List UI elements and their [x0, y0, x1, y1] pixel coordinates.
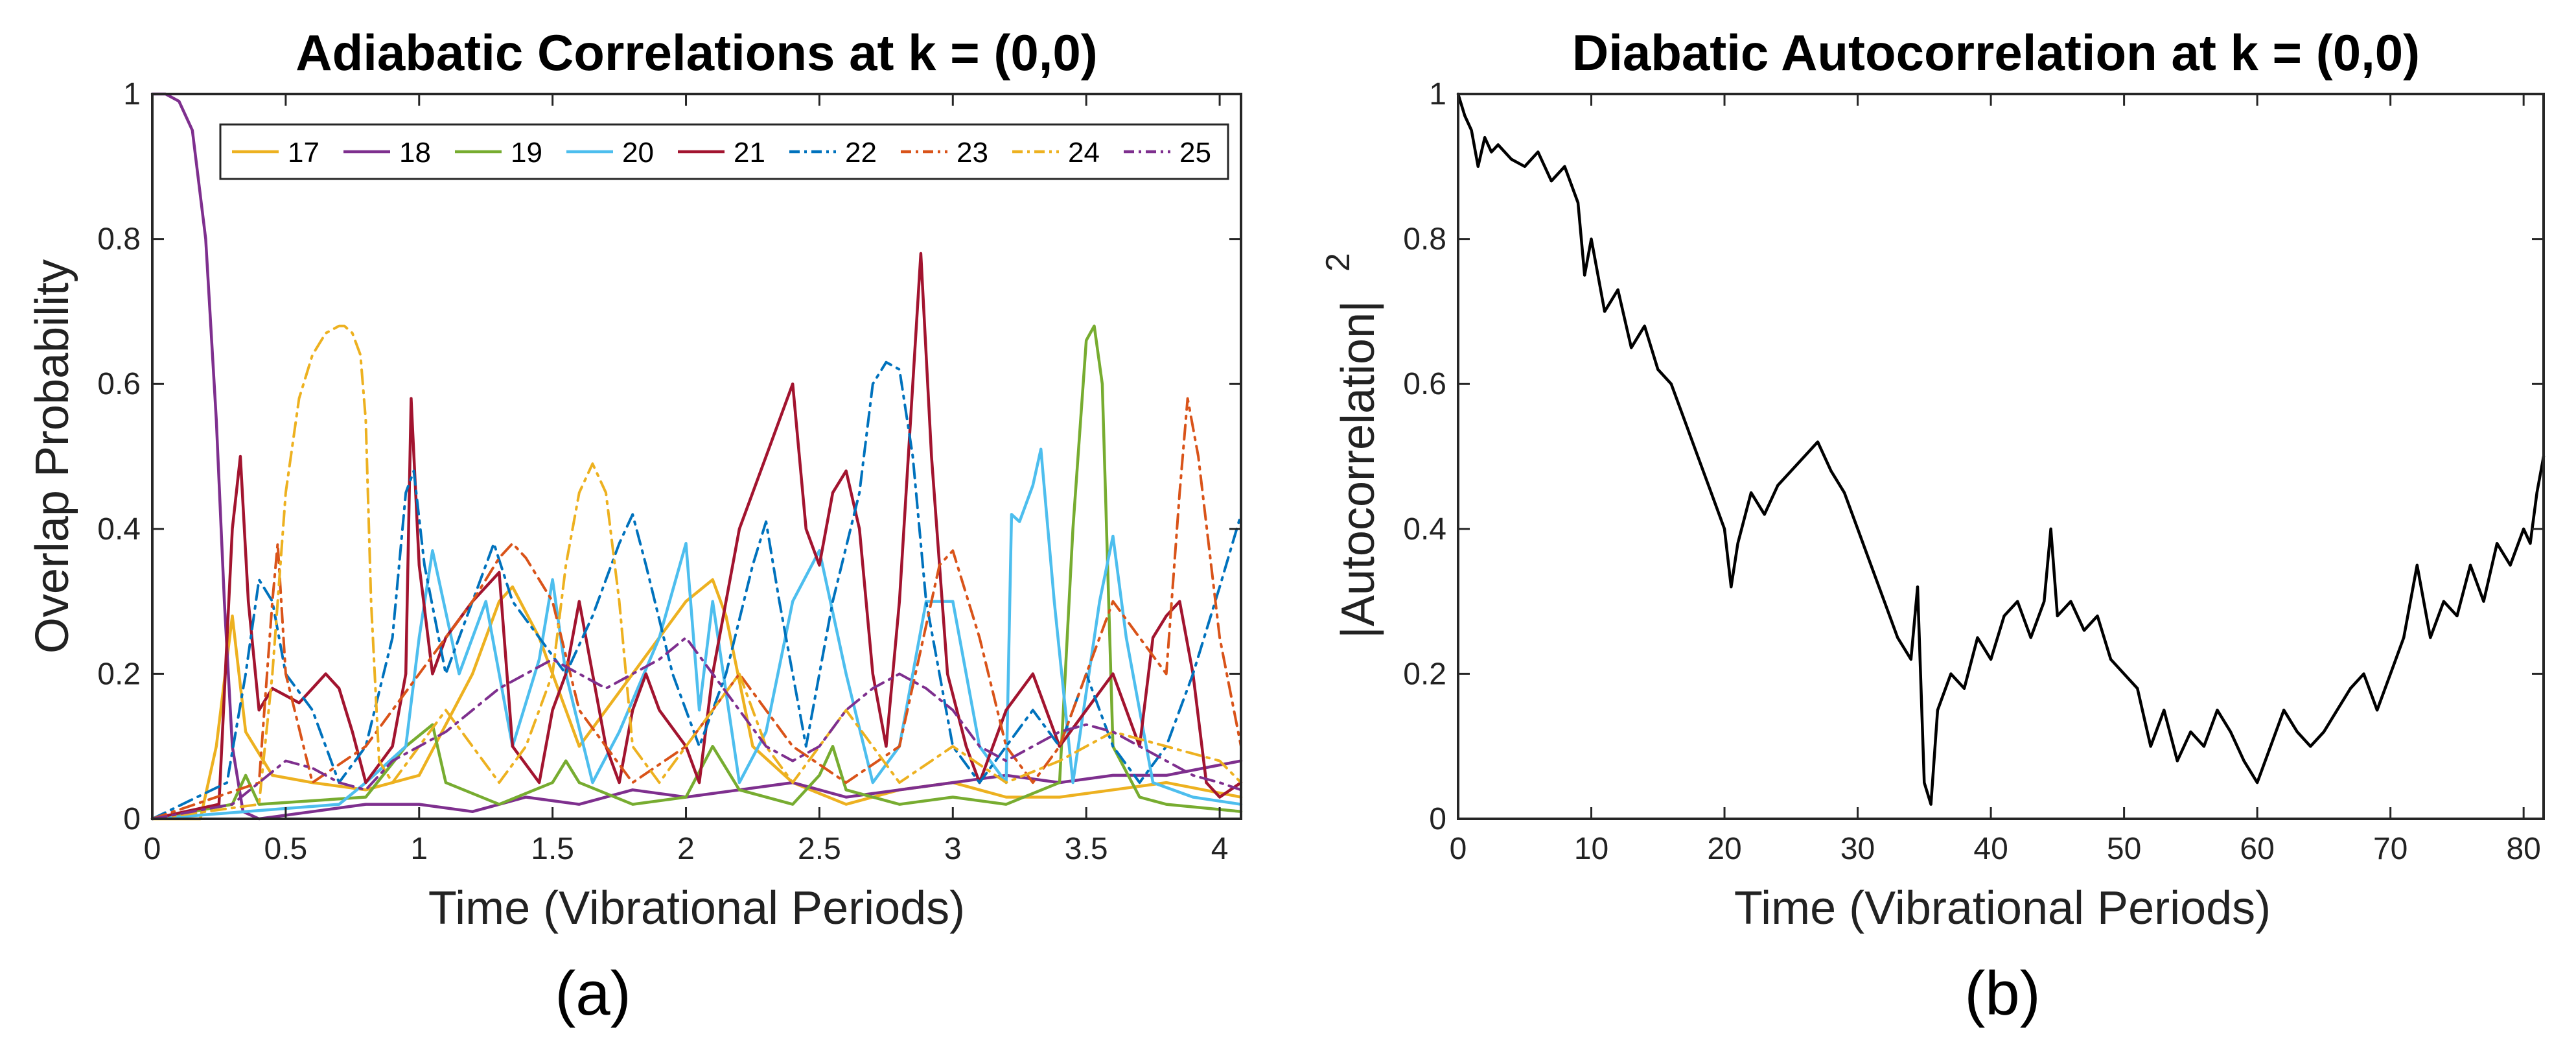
- panel-a-series-line-23: [151, 397, 1242, 820]
- panel-b-series: [1456, 92, 2546, 806]
- panel-b-ylabel-superscript: 2: [1319, 253, 1357, 272]
- legend-label-21: 21: [734, 137, 765, 169]
- panel-b-xtick-label: 50: [2107, 832, 2141, 866]
- panel-a-ytick-label: 0.2: [97, 657, 141, 691]
- panel-a-xtick-label: 3: [944, 832, 962, 866]
- panel-a-series-line-24: [151, 324, 1242, 820]
- panel-a-series-line-22: [151, 360, 1242, 820]
- panel-b-xtick-label: 20: [1707, 832, 1741, 866]
- legend-label-18: 18: [399, 137, 431, 169]
- panel-b-ytick-label: 0: [1429, 802, 1446, 836]
- panel-a-ytick-label: 0: [123, 802, 141, 836]
- panel-a-plot-area: [151, 93, 1242, 820]
- panel-a-frame: [151, 93, 1242, 820]
- panel-b-ytick-label: 0.8: [1403, 222, 1446, 257]
- panel-a-series-line-19: [150, 324, 1243, 821]
- panel-a-series: [150, 92, 1243, 821]
- legend-label-25: 25: [1179, 137, 1211, 169]
- panel-b-xtick-label: 40: [1973, 832, 2008, 866]
- panel-a-series-line-17: [150, 578, 1243, 821]
- legend-label-20: 20: [622, 137, 654, 169]
- panel-b-label: (b): [1964, 959, 2040, 1028]
- panel-a-xtick-label: 2: [677, 832, 695, 866]
- legend-label-22: 22: [845, 137, 877, 169]
- panel-a-xlabel: Time (Vibrational Periods): [428, 882, 965, 934]
- panel-a-ylabel: Overlap Probability: [27, 259, 78, 654]
- panel-b-xtick-label: 80: [2506, 832, 2540, 866]
- panel-a-xtick-label: 0.5: [264, 832, 308, 866]
- panel-a-ytick-label: 0.4: [97, 512, 141, 547]
- panel-a-ytick-label: 1: [123, 77, 141, 112]
- panel-b-frame: [1457, 93, 2545, 820]
- panel-a-xtick-label: 4: [1211, 832, 1229, 866]
- legend-label-19: 19: [511, 137, 542, 169]
- panel-a-title: Adiabatic Correlations at k = (0,0): [296, 24, 1098, 81]
- panel-b-ytick-label: 1: [1429, 77, 1446, 112]
- panel-a-ytick-label: 0.6: [97, 367, 141, 401]
- legend-label-24: 24: [1068, 137, 1100, 169]
- panel-a-xtick-label: 3.5: [1065, 832, 1108, 866]
- panel-b-xtick-label: 60: [2240, 832, 2274, 866]
- panel-b-ylabel: |Autocorrelation|: [1332, 300, 1384, 639]
- panel-b-xtick-label: 10: [1574, 832, 1608, 866]
- panel-a-series-line-25: [151, 636, 1242, 820]
- panel-b-xlabel: Time (Vibrational Periods): [1734, 882, 2271, 934]
- panel-a: Adiabatic Correlations at k = (0,0) 0 0.5…: [27, 24, 1243, 1028]
- panel-a-xtick-label: 1: [410, 832, 428, 866]
- panel-b-xtick-label: 0: [1450, 832, 1467, 866]
- panel-a-legend: 17 18 19 20 21 22 23 24 25: [219, 123, 1229, 180]
- panel-a-xtick-label: 0: [144, 832, 161, 866]
- panel-b: Diabatic Autocorrelation at k = (0,0) 0 1…: [1319, 24, 2546, 1028]
- panel-a-series-line-20: [150, 447, 1243, 821]
- panel-b-ytick-label: 0.4: [1403, 512, 1446, 547]
- panel-b-ylabel-group: |Autocorrelation| 2: [1319, 253, 1384, 639]
- panel-a-xtick-label: 1.5: [531, 832, 574, 866]
- panel-b-xtick-label: 70: [2373, 832, 2408, 866]
- panel-a-ytick-label: 0.8: [97, 222, 141, 257]
- legend-label-17: 17: [288, 137, 319, 169]
- panel-b-ytick-label: 0.2: [1403, 657, 1446, 691]
- panel-b-title: Diabatic Autocorrelation at k = (0,0): [1572, 24, 2420, 81]
- panel-b-plot-area: [1457, 93, 2545, 820]
- panel-a-xtick-label: 2.5: [798, 832, 841, 866]
- panel-b-ytick-label: 0.6: [1403, 367, 1446, 401]
- panel-a-ticks: 0 0.5 1 1.5 2 2.5 3 3.5 4 0 0.2 0.4 0.6 0.8 1: [97, 77, 1241, 866]
- panel-b-series-line-autocorrelation: [1456, 92, 2546, 806]
- panel-b-xtick-label: 30: [1840, 832, 1875, 866]
- legend-label-23: 23: [957, 137, 988, 169]
- panel-a-label: (a): [555, 959, 631, 1028]
